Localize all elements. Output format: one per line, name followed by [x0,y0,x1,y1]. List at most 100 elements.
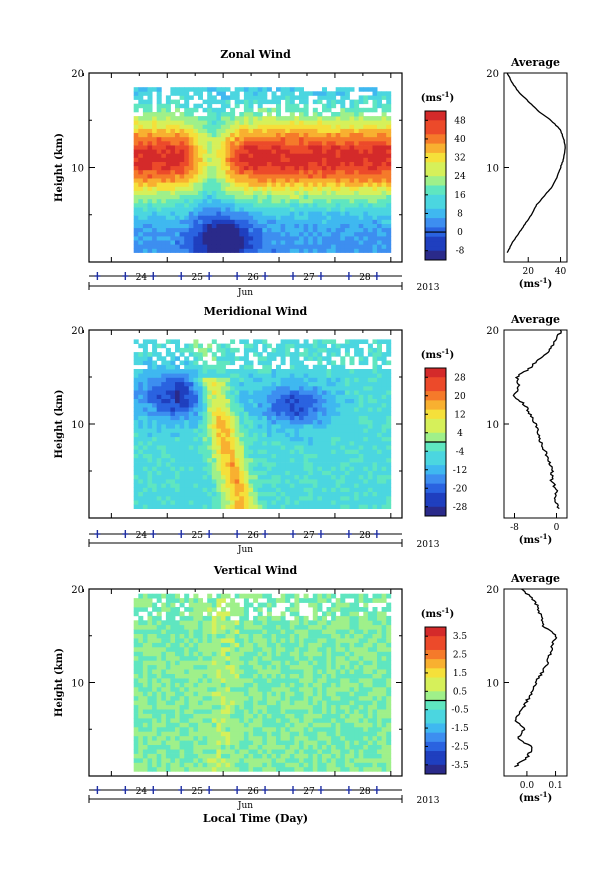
colorbar-swatch [425,455,446,461]
heatmap-cell [170,487,176,492]
heatmap-cell [322,453,327,459]
heatmap-cell [358,182,364,187]
heatmap-cell [138,140,144,146]
heatmap-cell [253,240,259,245]
heatmap-cell [170,660,176,666]
heatmap-cell [239,202,245,208]
heatmap-cell [344,174,350,179]
heatmap-cell [326,223,332,229]
heatmap-cell [184,655,190,661]
heatmap-cell [248,157,254,162]
colorbar-swatch [425,222,446,228]
heatmap-cell [289,462,295,467]
heatmap-cell [317,411,323,416]
heatmap-cell [184,453,190,459]
heatmap-cell [220,445,226,450]
heatmap-cell [335,169,341,175]
heatmap-cell [285,390,291,395]
heatmap-cell [312,432,318,438]
heatmap-cell [239,248,245,253]
heatmap-cell [386,453,392,459]
heatmap-cell [179,178,185,183]
heatmap-cell [358,411,364,416]
heatmap-cell [377,483,382,488]
heatmap-cell [377,491,382,497]
heatmap-cell [367,440,373,446]
heatmap-cell [280,136,286,142]
profile-y-tick-label: 20 [486,69,499,80]
heatmap-cell [266,394,272,399]
heatmap-cell [381,132,387,138]
colorbar-swatch [425,414,446,420]
heatmap-cell [147,704,153,710]
heatmap-cell [363,495,369,501]
heatmap-cell [340,407,346,412]
heatmap-cell [170,709,176,714]
heatmap-cell [289,107,295,113]
heatmap-cell [152,248,158,253]
heatmap-cell [354,504,360,509]
heatmap-cell [184,356,190,361]
heatmap-cell [152,240,158,245]
heatmap-cell [156,453,162,459]
heatmap-cell [138,174,144,179]
heatmap-cell [377,356,382,361]
heatmap-cell [257,112,263,117]
heatmap-cell [372,483,378,488]
heatmap-cell [188,474,194,480]
heatmap-cell [216,474,222,480]
heatmap-cell [331,91,337,96]
heatmap-cell [285,339,291,344]
heatmap-cell [234,231,240,237]
heatmap-cell [175,174,180,179]
heatmap-cell [386,207,392,212]
heatmap-cell [289,145,295,150]
heatmap-cell [161,153,167,158]
heatmap-cell [372,128,378,133]
heatmap-cell [175,347,180,353]
heatmap-cell [142,398,148,404]
heatmap-cell [152,223,158,229]
heatmap-cell [280,462,286,467]
heatmap-cell [133,107,139,113]
heatmap-cell [188,157,194,162]
heatmap-cell [175,495,180,501]
heatmap-cell [138,215,144,220]
heatmap-cell [156,87,162,92]
heatmap-cell [202,466,208,471]
heatmap-cell [156,381,162,387]
heatmap-cell [326,453,332,459]
heatmap-cell [344,428,350,433]
heatmap-cell [161,207,167,212]
heatmap-cell [147,207,153,212]
heatmap-cell [220,343,226,349]
heatmap-cell [340,219,346,224]
heatmap-cell [312,99,318,105]
heatmap-cell [138,474,144,480]
heatmap-cell [312,424,318,429]
heatmap-cell [377,407,382,412]
heatmap-cell [175,673,180,679]
heatmap-cell [239,140,245,146]
heatmap-cell [381,385,387,391]
heatmap-cell [331,161,337,167]
heatmap-cell [377,169,382,175]
heatmap-cell [367,449,373,454]
heatmap-cell [161,194,167,200]
heatmap-cell [253,219,259,224]
heatmap-cell [262,128,268,133]
heatmap-cell [303,244,309,249]
heatmap-cell [289,360,295,366]
heatmap-cell [248,223,254,229]
heatmap-cell [207,474,213,480]
heatmap-cell [133,407,139,412]
heatmap-cell [331,219,337,224]
heatmap-cell [161,495,167,501]
heatmap-cell [193,211,199,216]
heatmap-cell [161,343,167,349]
heatmap-cell [367,394,373,399]
heatmap-cell [133,633,139,639]
heatmap-cell [184,248,190,253]
heatmap-cell [248,457,254,463]
heatmap-cell [220,198,226,204]
